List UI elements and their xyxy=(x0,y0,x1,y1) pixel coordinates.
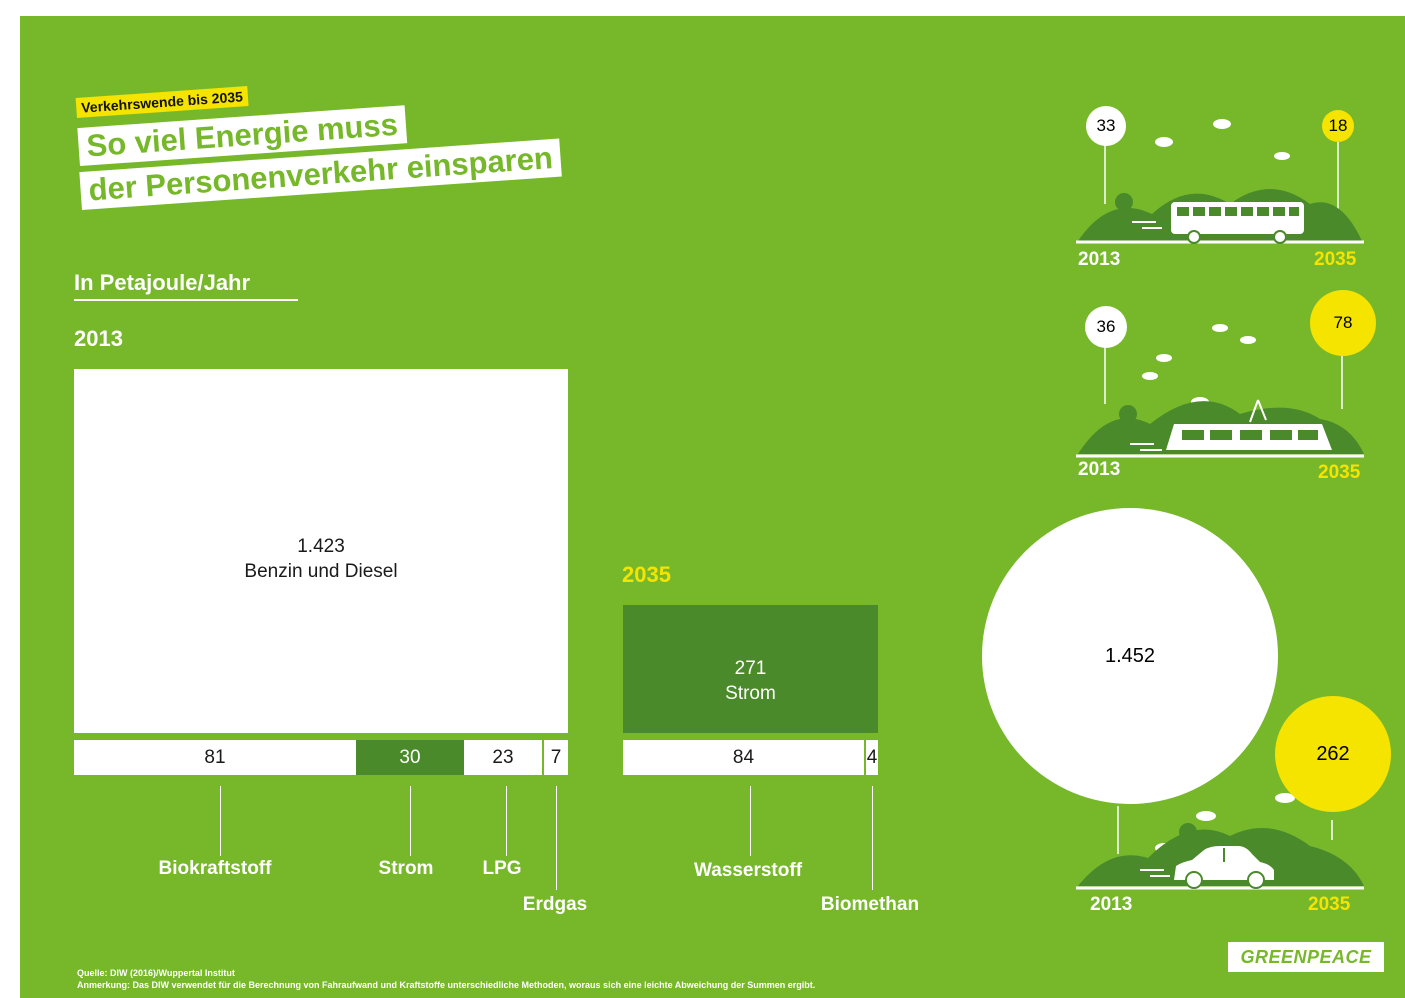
segment-biokraftstoff: 81 xyxy=(74,740,356,775)
footer-note: Anmerkung: Das DIW verwendet für die Ber… xyxy=(77,980,816,990)
year-2013-heading: 2013 xyxy=(74,326,123,351)
tree-icon xyxy=(1119,405,1137,423)
cloud-icon xyxy=(1156,354,1172,362)
segment-strom-2035-label: 271 Strom xyxy=(623,656,878,706)
bubble-car-2013: 1.452 xyxy=(982,508,1278,804)
tram-year-2035: 2035 xyxy=(1318,462,1361,483)
year-2035-heading: 2035 xyxy=(622,562,671,587)
segment-benzin-diesel-label: 1.423 Benzin und Diesel xyxy=(74,534,568,584)
tree-icon xyxy=(1179,823,1197,841)
leader-wasserstoff xyxy=(750,786,751,856)
cloud-icon xyxy=(1155,137,1173,147)
segment-strom-2035-value: 271 xyxy=(734,658,767,679)
cloud-icon xyxy=(1196,811,1216,821)
car-icon xyxy=(1174,846,1274,889)
bubble-bus-2035: 18 xyxy=(1322,110,1354,142)
segment-wasserstoff: 84 xyxy=(623,740,864,775)
leader-strom-2013 xyxy=(410,786,411,856)
leader-lpg xyxy=(506,786,507,856)
segment-lpg: 23 xyxy=(464,740,542,775)
bubble-car-2035: 262 xyxy=(1275,696,1391,812)
segment-strom-2035-name: Strom xyxy=(725,683,776,704)
car-scene xyxy=(1076,793,1364,890)
cloud-icon xyxy=(1213,119,1231,129)
label-biokraftstoff: Biokraftstoff xyxy=(158,858,272,879)
bubble-tram-2035: 78 xyxy=(1310,290,1376,356)
label-erdgas: Erdgas xyxy=(522,894,588,915)
tram-icon xyxy=(1166,399,1332,450)
bubble-tram-2013: 36 xyxy=(1085,306,1127,348)
bus-year-2013: 2013 xyxy=(1078,249,1121,270)
label-wasserstoff: Wasserstoff xyxy=(693,860,803,881)
car-year-2035: 2035 xyxy=(1308,894,1351,915)
segment-strom-2013: 30 xyxy=(356,740,464,775)
bar-2035-strom xyxy=(623,605,878,733)
tree-icon xyxy=(1115,193,1133,211)
cloud-icon xyxy=(1275,793,1295,803)
leader-biomethan xyxy=(872,786,873,890)
unit-label: In Petajoule/Jahr xyxy=(74,270,251,295)
unit-underline xyxy=(74,299,298,301)
footer-source: Quelle: DIW (2016)/Wuppertal Institut xyxy=(77,968,235,978)
label-biomethan: Biomethan xyxy=(820,894,920,915)
leader-erdgas xyxy=(556,786,557,890)
segment-erdgas: 7 xyxy=(544,740,568,775)
tram-year-2013: 2013 xyxy=(1078,459,1121,480)
segment-biomethan: 4 xyxy=(866,740,878,775)
cloud-icon xyxy=(1240,336,1256,344)
bus-scene xyxy=(1076,119,1364,244)
leader-biokraftstoff xyxy=(220,786,221,856)
bar-2013-benzin-diesel xyxy=(74,369,568,733)
greenpeace-logo: GREENPEACE xyxy=(1228,942,1384,972)
segment-benzin-diesel-value: 1.423 xyxy=(297,536,345,557)
infographic: Verkehrswende bis 2035 So viel Energie m… xyxy=(20,16,1405,998)
bus-year-2035: 2035 xyxy=(1314,249,1357,270)
label-lpg: LPG xyxy=(482,858,522,879)
cloud-icon xyxy=(1212,324,1228,332)
bus-icon xyxy=(1171,202,1304,244)
segment-benzin-diesel-name: Benzin und Diesel xyxy=(244,561,398,582)
cloud-icon xyxy=(1274,152,1290,160)
header-tag: Verkehrswende bis 2035 xyxy=(75,86,249,118)
tram-scene xyxy=(1076,324,1364,458)
label-strom-2013: Strom xyxy=(378,858,434,879)
cloud-icon xyxy=(1142,372,1158,380)
car-year-2013: 2013 xyxy=(1090,894,1133,915)
bubble-bus-2013: 33 xyxy=(1086,106,1126,146)
